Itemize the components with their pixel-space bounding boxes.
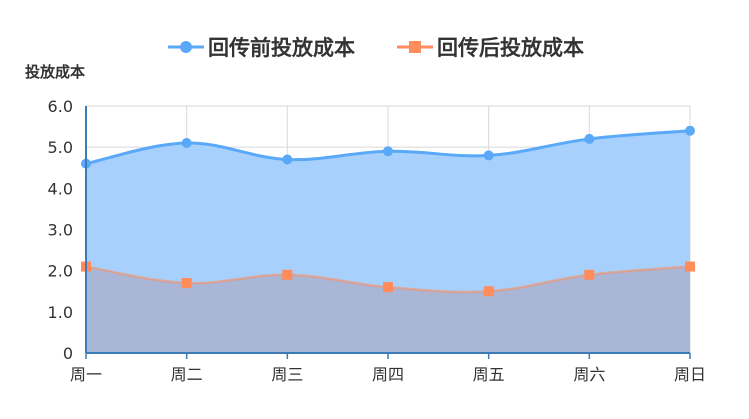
data-markers <box>81 125 695 297</box>
y-tick-label: 2.0 <box>48 262 73 281</box>
legend-square-icon <box>409 41 421 53</box>
y-tick-label: 5.0 <box>48 138 73 157</box>
legend-circle-icon <box>180 41 192 53</box>
data-point-square <box>181 278 192 289</box>
x-tick-label: 周日 <box>674 365 706 384</box>
legend-item-1[interactable]: 回传前投放成本 <box>168 36 355 60</box>
y-axis-label: 投放成本 <box>25 63 85 81</box>
legend-label: 回传前投放成本 <box>208 36 355 60</box>
data-point-square <box>483 286 494 297</box>
data-point-circle <box>685 125 695 136</box>
axes <box>85 106 691 359</box>
y-tick-label: 6.0 <box>48 97 73 116</box>
legend-label: 回传后投放成本 <box>437 36 584 60</box>
legend[interactable]: 回传前投放成本 回传后投放成本 <box>168 36 584 60</box>
y-tick-label: 0 <box>63 344 73 363</box>
data-point-circle <box>282 154 293 165</box>
data-point-circle <box>584 133 595 144</box>
data-point-square <box>282 269 293 280</box>
x-tick-label: 周一 <box>70 365 102 384</box>
tick-labels: 0 1.0 2.0 3.0 4.0 5.0 6.0 周一 周二 周三 周四 周五 周六 周日 <box>48 97 706 384</box>
data-point-square <box>383 282 393 293</box>
y-tick-label: 1.0 <box>48 303 73 322</box>
data-point-square <box>685 261 695 272</box>
x-tick-label: 周五 <box>473 365 505 384</box>
data-point-circle <box>483 150 494 161</box>
series-areas <box>86 130 690 353</box>
x-tick-label: 周二 <box>171 365 203 384</box>
x-tick-label: 周六 <box>573 365 605 384</box>
y-tick-label: 3.0 <box>48 221 73 240</box>
data-point-circle <box>181 138 192 149</box>
x-tick-label: 周三 <box>271 365 303 384</box>
series-area-2 <box>86 266 690 353</box>
x-tick-label: 周四 <box>372 365 404 384</box>
data-point-circle <box>383 146 393 157</box>
legend-item-2[interactable]: 回传后投放成本 <box>397 36 584 60</box>
y-tick-label: 4.0 <box>48 179 73 198</box>
data-point-square <box>584 269 595 280</box>
